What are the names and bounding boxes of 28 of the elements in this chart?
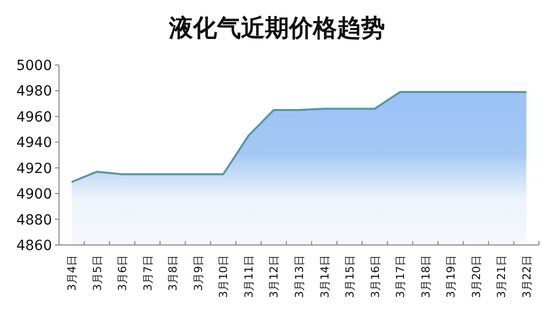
x-tick-label: 3月17日 — [394, 255, 408, 298]
x-tick-label: 3月20日 — [470, 255, 483, 298]
x-tick-label: 3月19日 — [444, 255, 458, 298]
y-tick-label: 4920 — [16, 160, 52, 177]
x-tick-label: 3月7日 — [141, 255, 154, 291]
y-tick-label: 4860 — [16, 238, 52, 254]
x-tick-label: 3月18日 — [419, 255, 432, 298]
x-tick-label: 3月13日 — [293, 255, 306, 298]
y-tick-label: 4900 — [16, 186, 52, 203]
y-tick-label: 4940 — [16, 135, 52, 152]
y-tick-label: 5000 — [16, 58, 52, 74]
x-tick-label: 3月21日 — [495, 255, 508, 298]
chart-title: 液化气近期价格趋势 — [168, 14, 385, 42]
x-tick-label: 3月11日 — [242, 255, 256, 298]
x-tick-label: 3月8日 — [166, 255, 180, 291]
x-tick-label: 3月16日 — [368, 255, 382, 298]
x-tick-label: 3月9日 — [192, 255, 205, 291]
x-tick-label: 3月12日 — [268, 255, 281, 298]
y-tick-label: 4980 — [16, 84, 52, 100]
x-tick-label: 3月22日 — [520, 255, 534, 298]
x-tick-label: 3月15日 — [344, 255, 357, 298]
x-tick-label: 3月5日 — [90, 255, 104, 291]
x-tick-label: 3月4日 — [66, 255, 79, 291]
y-tick-label: 4960 — [16, 109, 52, 126]
x-tick-label: 3月10日 — [217, 255, 230, 298]
x-tick-label: 3月14日 — [318, 255, 332, 298]
y-tick-label: 4880 — [16, 212, 52, 228]
x-tick-label: 3月6日 — [116, 255, 130, 291]
